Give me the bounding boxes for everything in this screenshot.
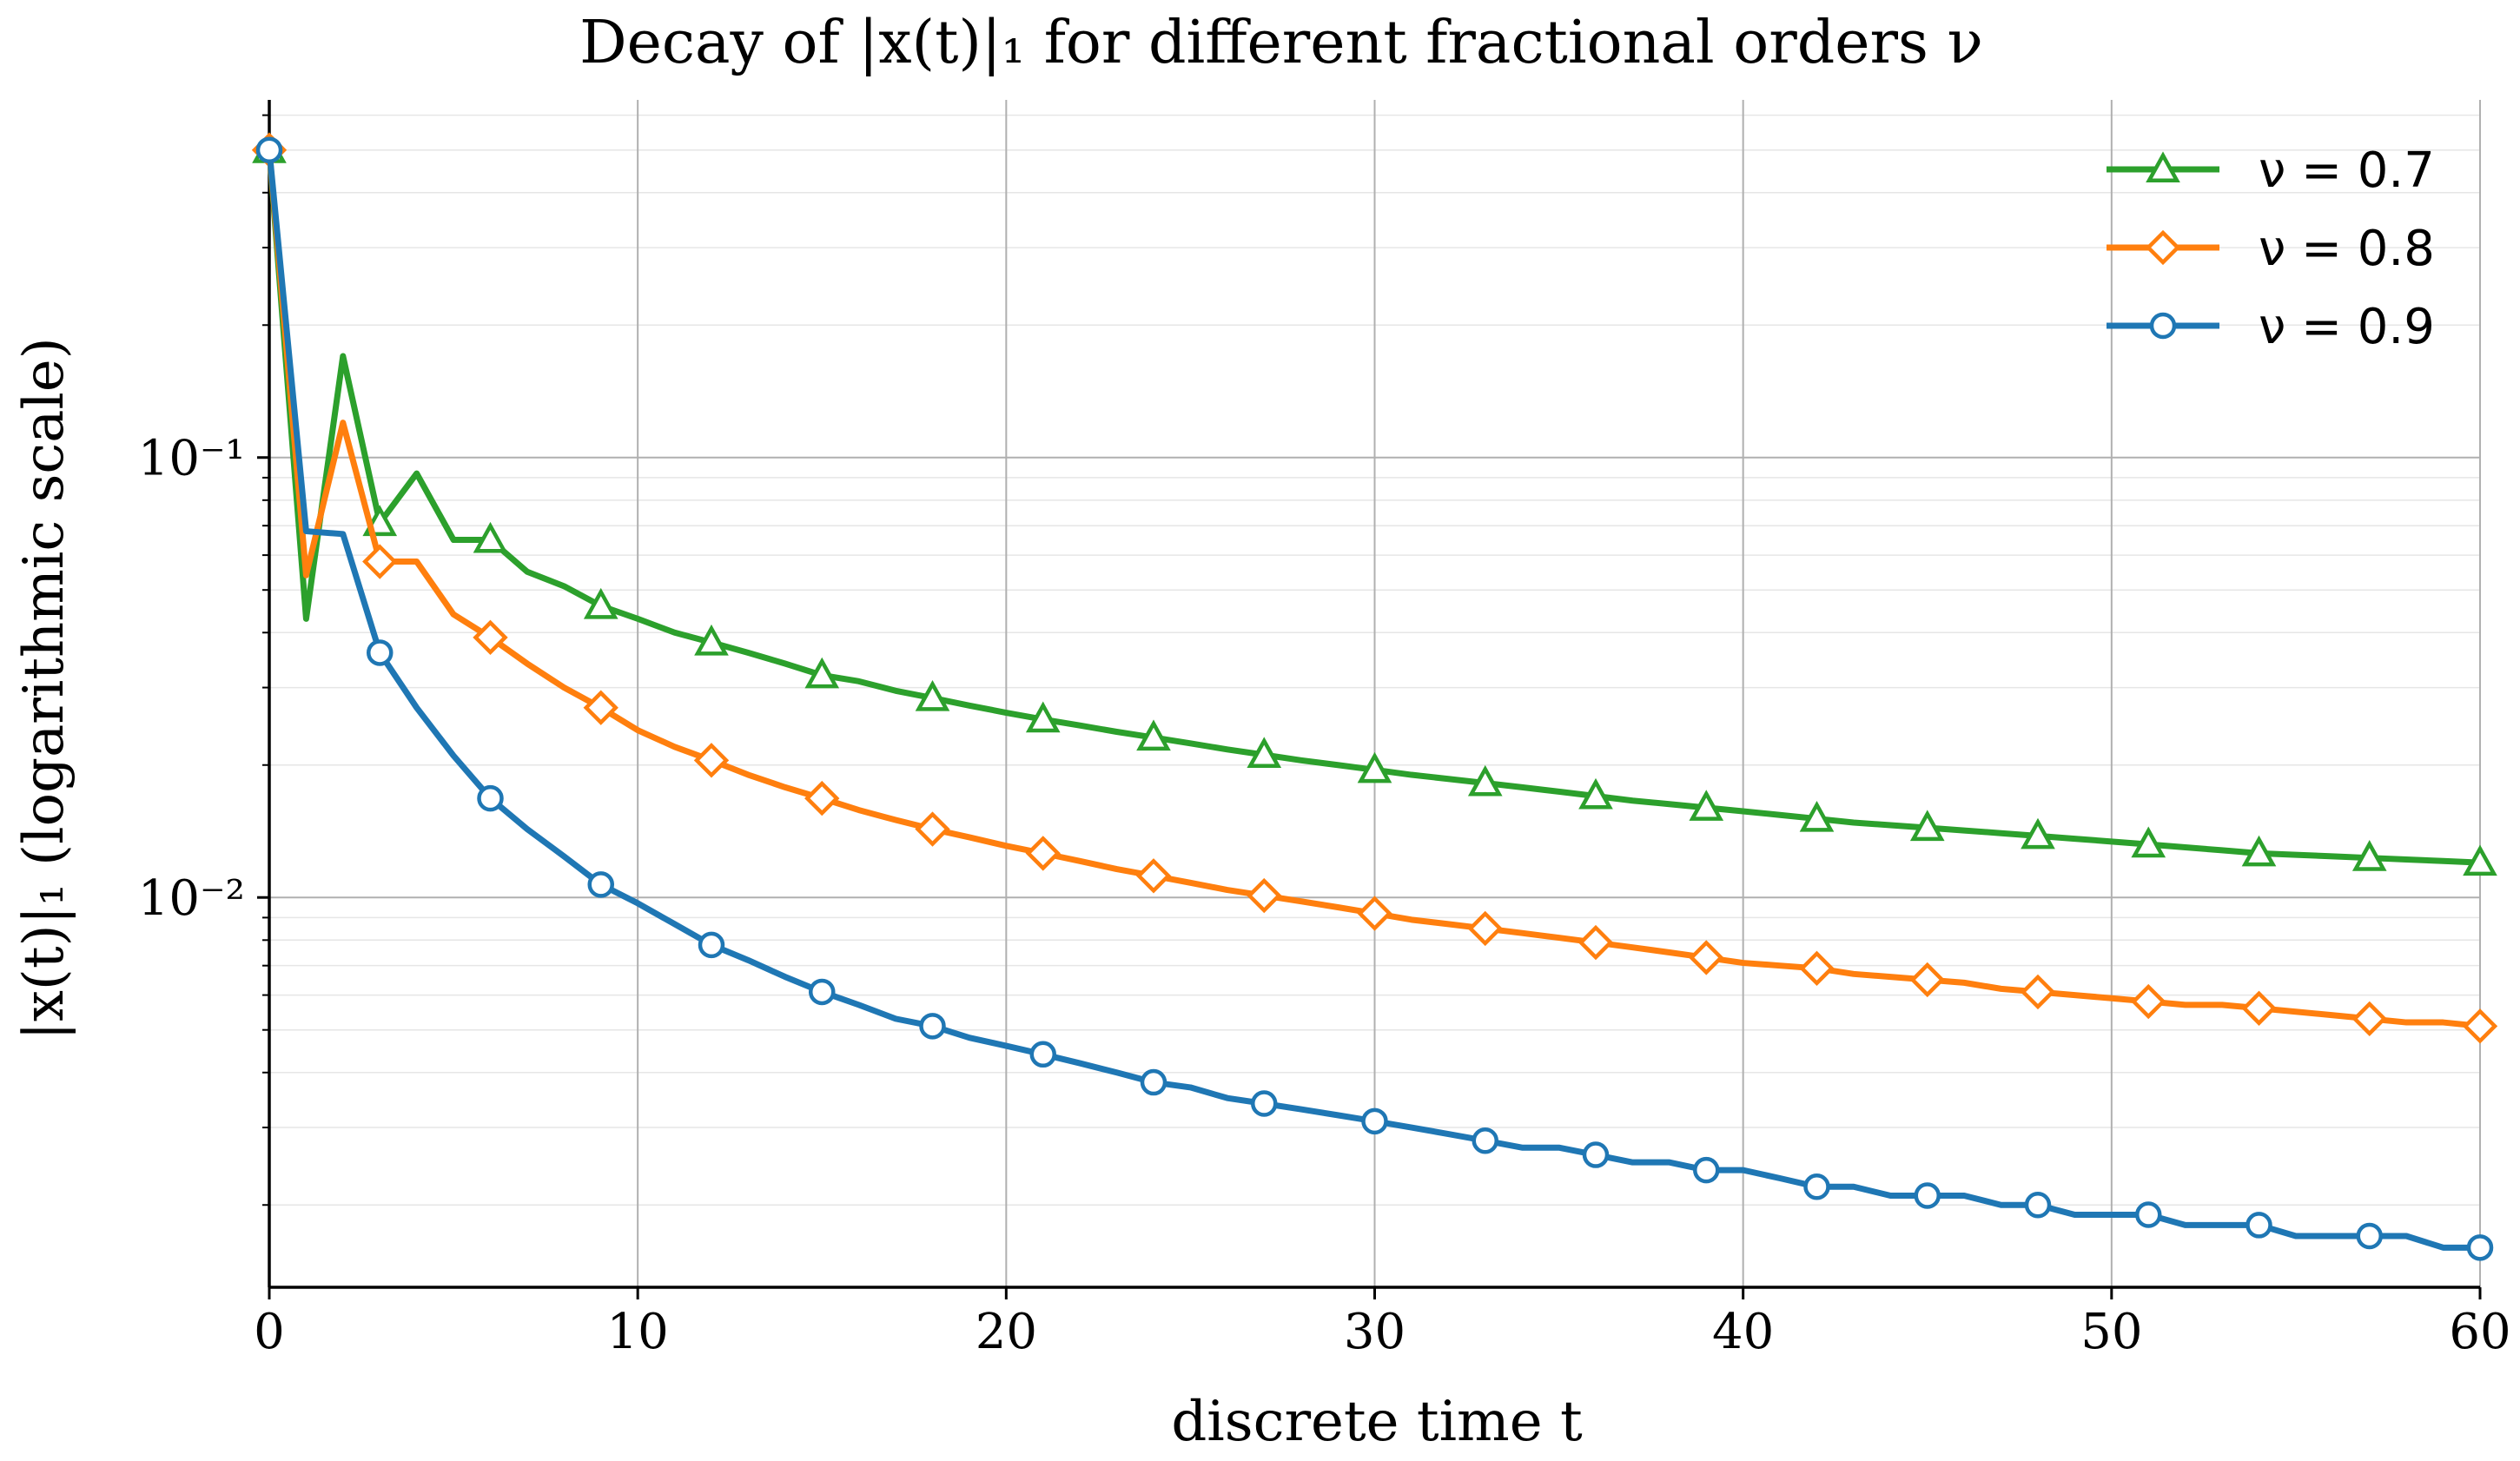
y-axis-label: |x(t)|₁ (logarithmic scale) [12,337,76,1040]
data-point [1247,737,1282,769]
legend: ν = 0.7 ν = 0.8 ν = 0.9 [2107,142,2435,355]
data-point [1029,1041,1056,1068]
legend-marker [2145,229,2181,266]
data-point [1909,962,1945,998]
legend-item: ν = 0.8 [2107,221,2435,277]
data-point [1467,910,1503,947]
data-point [367,639,394,666]
legend-item: ν = 0.9 [2107,299,2435,355]
data-point [2466,1234,2494,1261]
data-point [2135,1201,2162,1228]
data-point [1247,877,1282,914]
data-point [2246,1212,2272,1239]
legend-label: ν = 0.9 [2259,299,2435,355]
data-point [587,871,614,898]
x-tick-label: 60 [2449,1304,2510,1360]
data-series [251,132,2498,1261]
data-point [915,811,950,847]
data-point [1472,1127,1498,1154]
data-point [1577,924,1614,961]
data-point [583,690,618,725]
data-point [1578,777,1613,810]
data-point [915,679,950,711]
legend-item: ν = 0.7 [2107,142,2435,199]
data-point [1582,1141,1610,1168]
data-point [473,619,508,656]
data-point [2463,844,2497,876]
tick-labels: 0 10 20 30 40 50 60 10⁻¹ 10⁻² [138,431,2511,1360]
legend-marker [2146,151,2180,183]
data-point [2356,1222,2383,1250]
x-tick-label: 30 [1344,1304,1406,1360]
data-point [1361,1107,1388,1135]
data-point [2241,835,2277,867]
series-diamond [251,132,2498,1044]
data-point [2241,990,2277,1026]
data-point [809,978,836,1006]
data-point [1467,764,1503,797]
data-point [255,136,283,163]
data-point [1799,950,1835,987]
data-point [2020,974,2056,1010]
y-tick-label: 10⁻² [138,870,245,927]
data-point [583,587,618,619]
x-axis-label: discrete time t [1171,1390,1583,1454]
data-point [1140,1068,1167,1096]
chart-title: Decay of |x(t)|₁ for different fractiona… [579,9,1983,77]
grid-lines [269,100,2481,1287]
data-point [2024,1191,2052,1219]
data-point [2131,983,2166,1020]
data-point [1689,940,1724,975]
x-tick-label: 50 [2080,1304,2142,1360]
x-tick-label: 0 [254,1304,285,1360]
series-triangle [252,132,2497,876]
legend-label: ν = 0.7 [2259,142,2435,199]
data-point [1135,858,1172,894]
legend-label: ν = 0.8 [2259,221,2435,277]
data-point [1693,1156,1720,1184]
legend-marker [2149,312,2177,340]
data-point [1357,896,1392,931]
data-point [477,784,504,812]
x-tick-label: 20 [976,1304,1037,1360]
data-point [1025,701,1061,733]
data-point [2351,840,2387,871]
data-point [1136,719,1171,751]
data-point [919,1013,946,1040]
series-circle [255,136,2494,1261]
data-point [694,624,729,656]
axes [257,100,2482,1299]
data-point [693,743,730,778]
data-point [2462,1008,2498,1044]
data-point [473,521,508,553]
data-point [1914,1182,1941,1209]
x-tick-label: 40 [1712,1304,1774,1360]
data-point [2351,1001,2387,1037]
y-tick-label: 10⁻¹ [138,431,245,487]
data-point [1799,800,1835,832]
data-point [804,780,840,816]
data-point [698,931,725,959]
data-point [804,657,840,689]
data-point [1803,1173,1830,1200]
data-point [1025,836,1061,871]
data-point [2131,826,2166,858]
x-tick-label: 10 [607,1304,669,1360]
data-point [1689,790,1724,821]
data-point [1909,810,1945,842]
data-point [1357,751,1392,783]
data-point [362,544,398,579]
data-point [1251,1090,1278,1117]
data-point [2021,817,2055,849]
